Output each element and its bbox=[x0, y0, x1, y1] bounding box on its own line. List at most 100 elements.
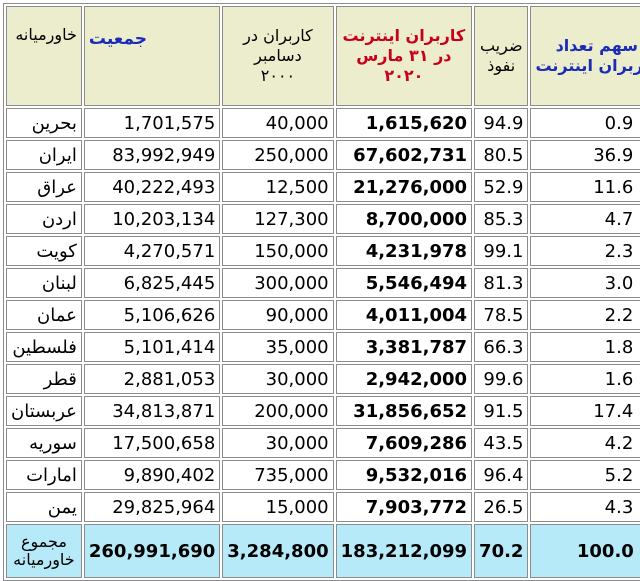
cell-population: 2,881,053 bbox=[83, 364, 221, 394]
cell-penetration: 94.9 bbox=[474, 108, 529, 138]
table-footer: مجموع خاورمیانه 260,991,690 3,284,800 183… bbox=[6, 524, 640, 578]
cell-share: 2.3 % bbox=[530, 236, 640, 266]
cell-users-2020: 67,602,731 bbox=[335, 140, 473, 170]
cell-population: 5,106,626 bbox=[83, 300, 221, 330]
cell-population: 5,101,414 bbox=[83, 332, 221, 362]
cell-users-2000: 250,000 bbox=[222, 140, 334, 170]
internet-stats-table: خاورمیانه جمعیت کاربران در دسامبر ۲۰۰۰ کار… bbox=[3, 3, 640, 581]
cell-region: سوریه bbox=[6, 428, 82, 458]
cell-users-2020: 2,942,000 bbox=[335, 364, 473, 394]
cell-users-2000: 12,500 bbox=[222, 172, 334, 202]
cell-penetration: 99.6 bbox=[474, 364, 529, 394]
header-region: خاورمیانه bbox=[6, 6, 82, 106]
cell-share: 3.0 % bbox=[530, 268, 640, 298]
cell-penetration: 81.3 bbox=[474, 268, 529, 298]
cell-region: بحرین bbox=[6, 108, 82, 138]
cell-users-2000: 30,000 bbox=[222, 428, 334, 458]
cell-penetration: 26.5 bbox=[474, 492, 529, 522]
cell-users-2020: 3,381,787 bbox=[335, 332, 473, 362]
cell-population: 6,825,445 bbox=[83, 268, 221, 298]
cell-penetration: 96.4 bbox=[474, 460, 529, 490]
cell-population: 1,701,575 bbox=[83, 108, 221, 138]
header-share: سهم تعدادکاربران اینترنت bbox=[530, 6, 640, 106]
total-penetration: 70.2 bbox=[474, 524, 529, 578]
cell-share: 0.9 % bbox=[530, 108, 640, 138]
cell-region: قطر bbox=[6, 364, 82, 394]
cell-region: لبنان bbox=[6, 268, 82, 298]
header-row: خاورمیانه جمعیت کاربران در دسامبر ۲۰۰۰ کار… bbox=[6, 6, 640, 106]
cell-users-2000: 200,000 bbox=[222, 396, 334, 426]
cell-penetration: 52.9 bbox=[474, 172, 529, 202]
cell-users-2000: 150,000 bbox=[222, 236, 334, 266]
cell-share: 4.7 % bbox=[530, 204, 640, 234]
cell-population: 29,825,964 bbox=[83, 492, 221, 522]
cell-users-2020: 1,615,620 bbox=[335, 108, 473, 138]
cell-region: کویت bbox=[6, 236, 82, 266]
total-region: مجموع خاورمیانه bbox=[6, 524, 82, 578]
cell-penetration: 80.5 bbox=[474, 140, 529, 170]
table-header: خاورمیانه جمعیت کاربران در دسامبر ۲۰۰۰ کار… bbox=[6, 6, 640, 106]
total-row: مجموع خاورمیانه 260,991,690 3,284,800 183… bbox=[6, 524, 640, 578]
cell-users-2000: 300,000 bbox=[222, 268, 334, 298]
cell-population: 9,890,402 bbox=[83, 460, 221, 490]
cell-share: 2.2 % bbox=[530, 300, 640, 330]
cell-region: یمن bbox=[6, 492, 82, 522]
header-users-2020: کاربران اینترنت در ۳۱ مارس ۲۰۲۰ bbox=[335, 6, 473, 106]
cell-users-2020: 4,011,004 bbox=[335, 300, 473, 330]
cell-region: فلسطین bbox=[6, 332, 82, 362]
cell-region: امارات bbox=[6, 460, 82, 490]
total-users-2020: 183,212,099 bbox=[335, 524, 473, 578]
cell-region: عراق bbox=[6, 172, 82, 202]
header-penetration: ضریب نفوذ bbox=[474, 6, 529, 106]
cell-users-2000: 15,000 bbox=[222, 492, 334, 522]
cell-users-2020: 21,276,000 bbox=[335, 172, 473, 202]
cell-population: 83,992,949 bbox=[83, 140, 221, 170]
cell-region: اردن bbox=[6, 204, 82, 234]
cell-share: 4.3 % bbox=[530, 492, 640, 522]
cell-region: ایران bbox=[6, 140, 82, 170]
cell-users-2020: 8,700,000 bbox=[335, 204, 473, 234]
cell-users-2020: 9,532,016 bbox=[335, 460, 473, 490]
header-users-2000: کاربران در دسامبر ۲۰۰۰ bbox=[222, 6, 334, 106]
cell-population: 10,203,134 bbox=[83, 204, 221, 234]
cell-share: 1.6 % bbox=[530, 364, 640, 394]
cell-penetration: 66.3 bbox=[474, 332, 529, 362]
cell-users-2000: 35,000 bbox=[222, 332, 334, 362]
cell-region: عربستان bbox=[6, 396, 82, 426]
cell-penetration: 78.5 bbox=[474, 300, 529, 330]
cell-penetration: 85.3 bbox=[474, 204, 529, 234]
cell-users-2020: 7,609,286 bbox=[335, 428, 473, 458]
cell-users-2020: 7,903,772 bbox=[335, 492, 473, 522]
cell-population: 40,222,493 bbox=[83, 172, 221, 202]
cell-share: 17.4 % bbox=[530, 396, 640, 426]
cell-users-2020: 5,546,494 bbox=[335, 268, 473, 298]
cell-population: 17,500,658 bbox=[83, 428, 221, 458]
cell-share: 5.2 % bbox=[530, 460, 640, 490]
cell-users-2000: 30,000 bbox=[222, 364, 334, 394]
cell-users-2000: 90,000 bbox=[222, 300, 334, 330]
cell-share: 4.2 % bbox=[530, 428, 640, 458]
total-users-2000: 3,284,800 bbox=[222, 524, 334, 578]
cell-share: 11.6 % bbox=[530, 172, 640, 202]
cell-population: 34,813,871 bbox=[83, 396, 221, 426]
internet-stats-table-wrapper: خاورمیانه جمعیت کاربران در دسامبر ۲۰۰۰ کار… bbox=[3, 3, 640, 581]
cell-penetration: 91.5 bbox=[474, 396, 529, 426]
cell-users-2000: 127,300 bbox=[222, 204, 334, 234]
cell-users-2020: 31,856,652 bbox=[335, 396, 473, 426]
total-share: 100.0 % bbox=[530, 524, 640, 578]
cell-region: عمان bbox=[6, 300, 82, 330]
header-population: جمعیت bbox=[83, 6, 221, 106]
cell-population: 4,270,571 bbox=[83, 236, 221, 266]
table-row: عربستان 34,813,871 200,000 31,856,652 91.5 17… bbox=[6, 396, 640, 426]
